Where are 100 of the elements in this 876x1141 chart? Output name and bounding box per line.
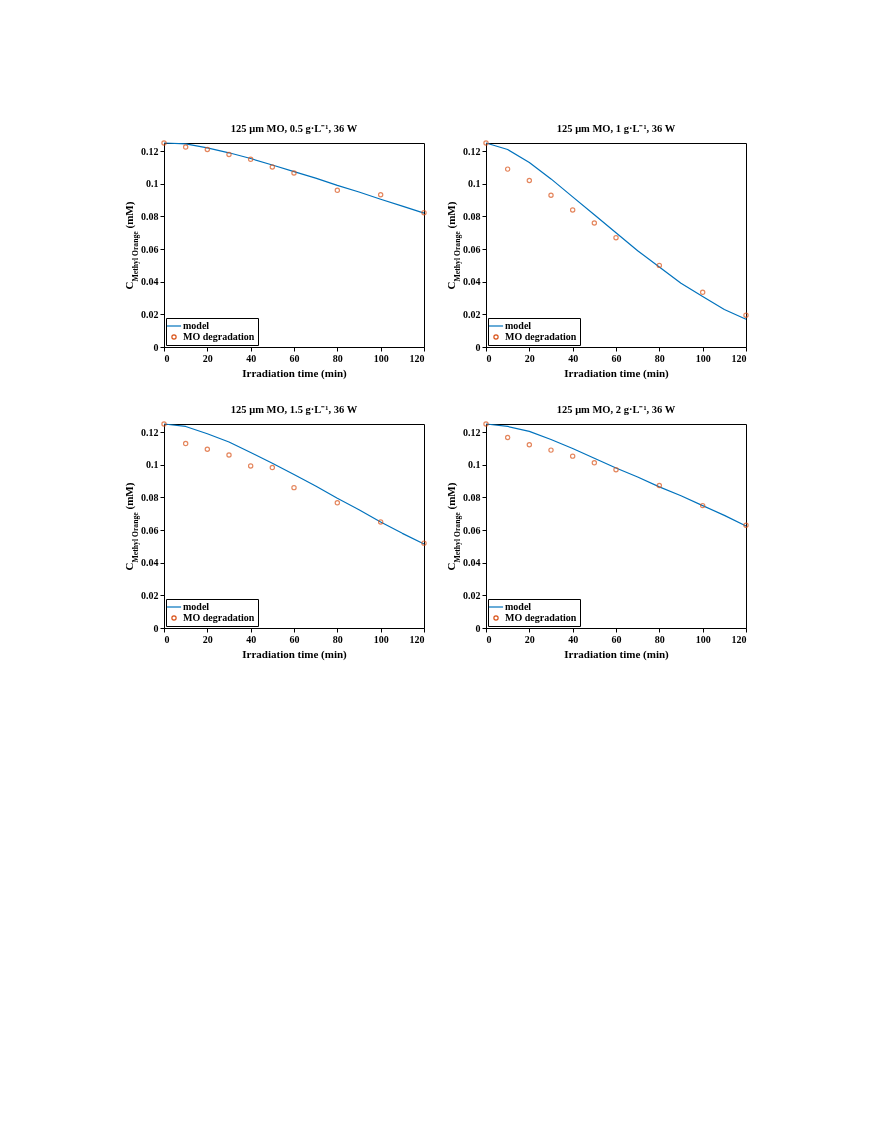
chart-title: 125 μm MO, 1 g·L⁻¹, 36 W bbox=[556, 122, 676, 134]
point bbox=[269, 464, 276, 471]
y-tick-label: 0.02 bbox=[463, 589, 481, 601]
y-tick-label: 0.1 bbox=[468, 459, 481, 471]
y-tick-label: 0.04 bbox=[463, 276, 481, 288]
y-tick-label: 0 bbox=[475, 622, 481, 634]
chart-title: 125 μm MO, 0.5 g·L⁻¹, 36 W bbox=[230, 122, 358, 134]
y-tick-label: 0.1 bbox=[146, 459, 159, 471]
point bbox=[656, 262, 663, 269]
x-tick-label: 40 bbox=[568, 352, 579, 364]
y-tick-label: 0.02 bbox=[141, 589, 159, 601]
point bbox=[204, 146, 211, 153]
x-tick-label: 20 bbox=[202, 352, 213, 364]
y-tick-label: 0.12 bbox=[463, 145, 481, 157]
x-tick-label: 40 bbox=[568, 633, 579, 645]
y-tick-label: 0 bbox=[153, 341, 159, 353]
x-tick-label: 120 bbox=[731, 633, 747, 645]
y-tick-label: 0 bbox=[153, 622, 159, 634]
x-tick-label: 0 bbox=[164, 633, 170, 645]
x-tick-label: 120 bbox=[731, 352, 747, 364]
legend-label: model bbox=[183, 601, 210, 612]
legend-label: MO degradation bbox=[183, 612, 255, 623]
legend-label: model bbox=[183, 320, 210, 331]
point bbox=[656, 482, 663, 489]
x-tick-label: 20 bbox=[524, 352, 535, 364]
chart-title: 125 μm MO, 2 g·L⁻¹, 36 W bbox=[556, 403, 676, 415]
legend-label: MO degradation bbox=[183, 331, 255, 342]
y-tick-label: 0.08 bbox=[463, 210, 481, 222]
point bbox=[526, 177, 533, 184]
y-tick-label: 0.06 bbox=[463, 524, 481, 536]
y-tick-label: 0.02 bbox=[463, 308, 481, 320]
x-tick-label: 0 bbox=[164, 352, 170, 364]
y-tick-label: 0.04 bbox=[141, 276, 159, 288]
legend-label: MO degradation bbox=[505, 612, 577, 623]
y-tick-label: 0.12 bbox=[141, 145, 159, 157]
x-tick-label: 40 bbox=[246, 352, 257, 364]
point bbox=[226, 151, 232, 158]
y-tick-label: 0.08 bbox=[463, 491, 481, 503]
point bbox=[699, 502, 706, 509]
point bbox=[377, 519, 384, 525]
x-tick-label: 60 bbox=[611, 352, 622, 364]
y-tick-label: 0.04 bbox=[463, 557, 481, 569]
point bbox=[548, 192, 554, 198]
point bbox=[421, 209, 427, 216]
point bbox=[591, 460, 598, 466]
y-tick-label: 0.02 bbox=[141, 308, 159, 320]
line-series bbox=[163, 142, 425, 214]
x-tick-label: 40 bbox=[246, 633, 257, 645]
legend-label: model bbox=[505, 320, 532, 331]
line-series bbox=[163, 423, 425, 545]
x-tick-label: 80 bbox=[332, 633, 343, 645]
x-axis-title: Irradiation time (min) bbox=[242, 366, 348, 380]
point bbox=[591, 220, 598, 226]
line-series bbox=[485, 423, 747, 527]
point bbox=[743, 312, 749, 318]
y-tick-label: 0.08 bbox=[141, 210, 159, 222]
x-tick-label: 100 bbox=[373, 633, 389, 645]
y-tick-label: 0.08 bbox=[141, 491, 159, 503]
point bbox=[334, 187, 341, 194]
point bbox=[421, 540, 427, 546]
x-tick-label: 20 bbox=[202, 633, 213, 645]
point bbox=[334, 500, 341, 506]
x-tick-label: 60 bbox=[289, 633, 300, 645]
point bbox=[548, 447, 554, 453]
point bbox=[182, 440, 189, 447]
x-tick-label: 60 bbox=[611, 633, 622, 645]
point bbox=[247, 156, 254, 163]
chart-title: 125 μm MO, 1.5 g·L⁻¹, 36 W bbox=[230, 403, 358, 415]
point bbox=[161, 140, 167, 146]
point bbox=[483, 421, 489, 427]
point bbox=[569, 453, 576, 459]
x-tick-label: 80 bbox=[654, 352, 665, 364]
x-tick-label: 120 bbox=[409, 633, 425, 645]
point bbox=[613, 234, 619, 241]
legend-label: MO degradation bbox=[505, 331, 577, 342]
x-tick-label: 0 bbox=[486, 352, 492, 364]
x-tick-label: 20 bbox=[524, 633, 535, 645]
point bbox=[504, 166, 511, 172]
y-tick-label: 0.1 bbox=[146, 178, 159, 190]
y-tick-label: 0.04 bbox=[141, 557, 159, 569]
point bbox=[504, 434, 511, 441]
x-tick-label: 60 bbox=[289, 352, 300, 364]
y-tick-label: 0.06 bbox=[141, 524, 159, 536]
x-tick-label: 100 bbox=[695, 633, 711, 645]
y-tick-label: 0.12 bbox=[141, 426, 159, 438]
point bbox=[291, 484, 297, 491]
point bbox=[291, 170, 297, 176]
point bbox=[377, 192, 384, 198]
x-tick-label: 0 bbox=[486, 633, 492, 645]
point bbox=[161, 421, 167, 427]
y-tick-label: 0.1 bbox=[468, 178, 481, 190]
x-tick-label: 120 bbox=[409, 352, 425, 364]
x-tick-label: 100 bbox=[373, 352, 389, 364]
point bbox=[699, 289, 706, 296]
legend-label: model bbox=[505, 601, 532, 612]
point bbox=[226, 452, 232, 458]
point bbox=[204, 446, 211, 453]
point bbox=[526, 442, 533, 448]
point bbox=[483, 140, 489, 146]
y-tick-label: 0.06 bbox=[463, 243, 481, 255]
